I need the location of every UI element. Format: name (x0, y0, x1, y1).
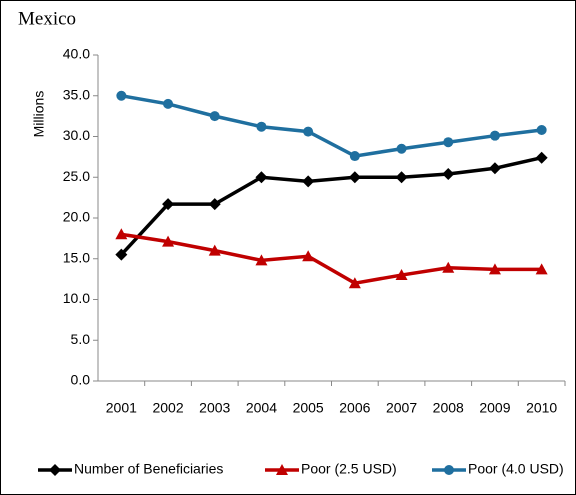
data-point (535, 263, 548, 275)
y-tick-label: 10.0 (63, 290, 90, 306)
y-tick-label: 15.0 (63, 249, 90, 265)
series-line (121, 94, 542, 158)
legend-label: Number of Beneficiaries (74, 461, 223, 477)
data-point (162, 198, 175, 211)
data-point (302, 175, 315, 188)
data-point (395, 171, 408, 184)
data-point (442, 167, 455, 180)
chart-title: Mexico (18, 8, 76, 29)
x-tick-label: 2001 (106, 400, 137, 416)
x-tick-label: 2002 (152, 400, 183, 416)
data-point (163, 98, 174, 109)
y-tick-label: 20.0 (63, 209, 90, 225)
y-tick-label: 30.0 (63, 127, 90, 143)
data-point (208, 198, 221, 211)
legend-marker (276, 464, 288, 475)
data-point (256, 121, 267, 132)
data-point (348, 277, 361, 289)
data-point (162, 235, 175, 247)
legend-label: Poor (2.5 USD) (301, 461, 397, 477)
y-tick-label: 5.0 (71, 331, 91, 347)
legend-label: Poor (4.0 USD) (468, 461, 564, 477)
y-tick-label: 25.0 (63, 168, 90, 184)
series-line (120, 155, 543, 256)
x-tick-label: 2010 (526, 400, 557, 416)
data-point (303, 126, 314, 137)
series-line (121, 232, 542, 286)
y-tick-label: 35.0 (63, 86, 90, 102)
data-point (488, 263, 501, 275)
data-point (488, 162, 501, 175)
legend-marker (49, 464, 61, 476)
data-point (396, 143, 407, 154)
data-point (535, 151, 548, 164)
x-tick-label: 2006 (339, 400, 370, 416)
data-point (208, 244, 221, 256)
x-tick-label: 2005 (293, 400, 324, 416)
legend-marker (444, 465, 454, 475)
data-point (255, 171, 268, 184)
x-tick-label: 2003 (199, 400, 230, 416)
data-point (115, 228, 128, 240)
data-point (443, 137, 454, 148)
y-tick-label: 0.0 (71, 372, 91, 388)
data-point (395, 269, 408, 281)
x-tick-label: 2008 (433, 400, 464, 416)
data-point (348, 171, 361, 184)
data-point (116, 90, 127, 101)
data-point (115, 248, 128, 261)
y-axis-label: Millions (31, 91, 47, 138)
data-point (536, 124, 547, 135)
data-point (442, 261, 455, 273)
data-point (489, 130, 500, 141)
data-point (209, 111, 220, 122)
data-point (302, 250, 315, 262)
x-tick-label: 2009 (479, 400, 510, 416)
y-tick-label: 40.0 (63, 46, 90, 62)
data-point (255, 254, 268, 266)
x-tick-label: 2004 (246, 400, 277, 416)
x-tick-label: 2007 (386, 400, 417, 416)
data-point (349, 151, 360, 162)
